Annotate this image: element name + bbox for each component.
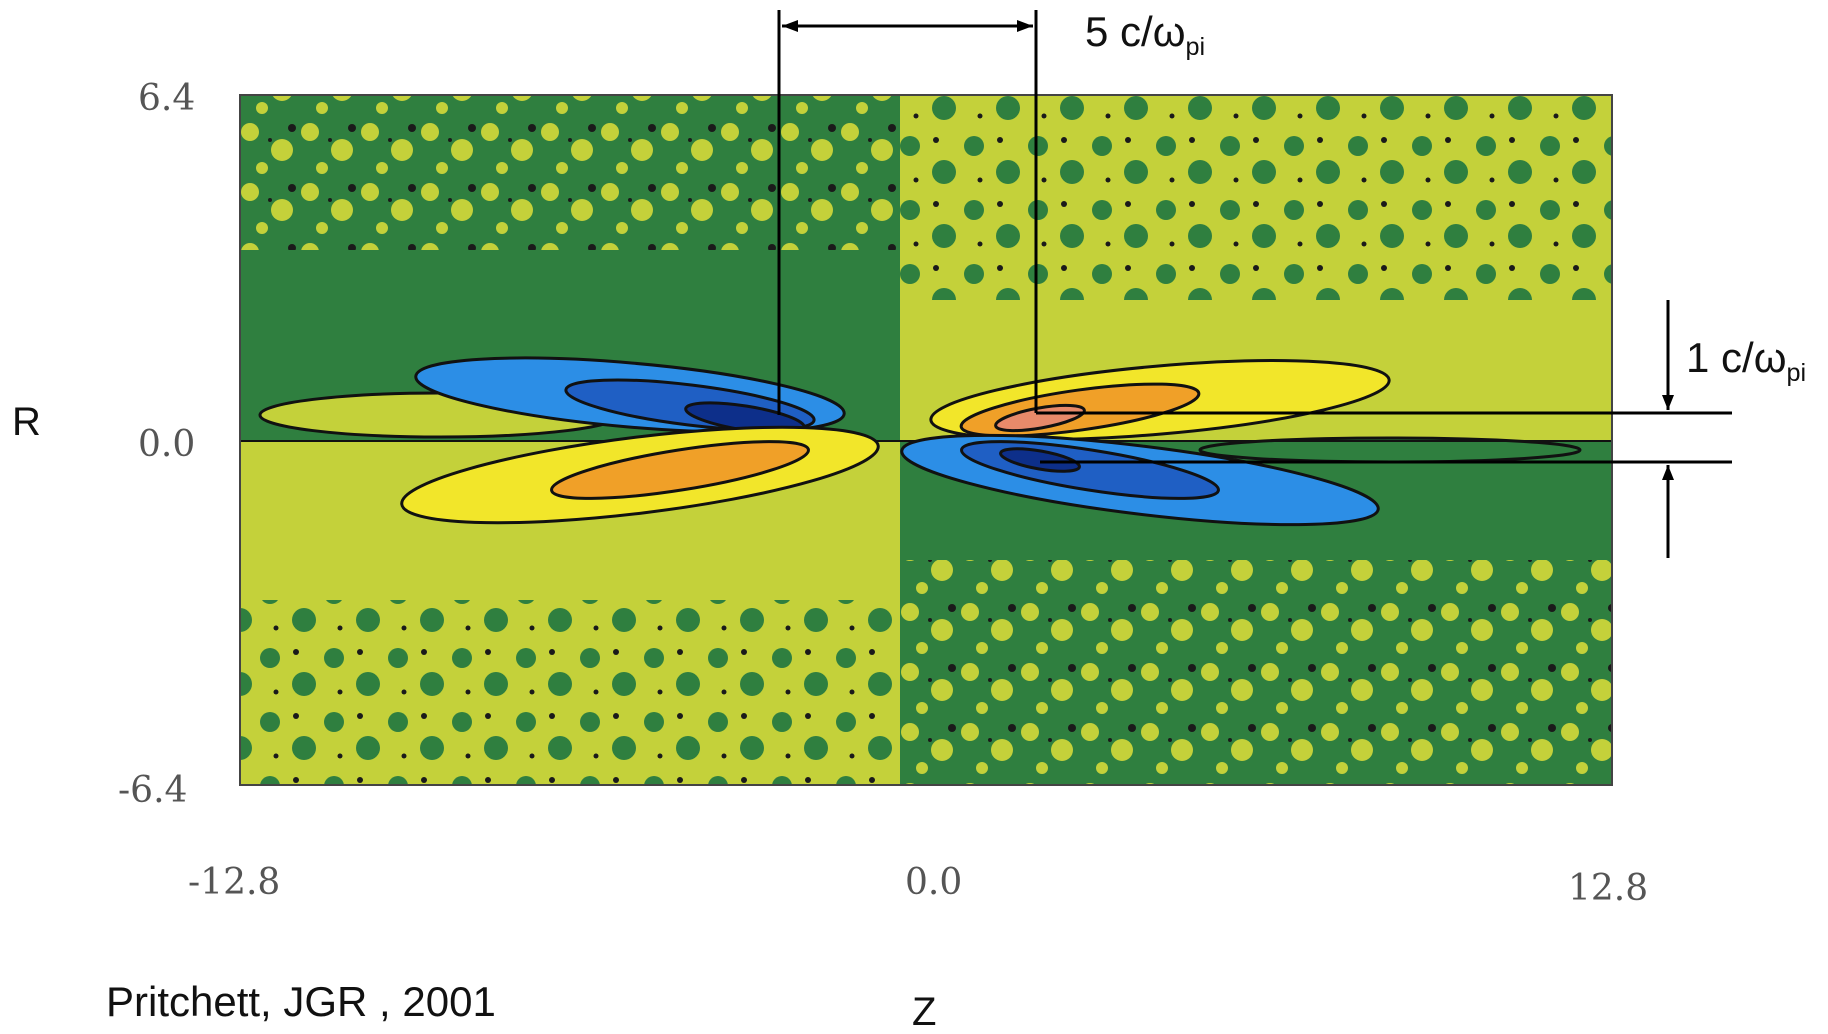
annotation-1-sub: pi (1786, 358, 1807, 387)
lobe-lr-level-3 (999, 447, 1081, 473)
y-tick-middle: 0.0 (138, 424, 196, 465)
annotation-5-sub: pi (1185, 32, 1206, 61)
lobe-lower-left-positive (400, 425, 880, 525)
dim5-arrowhead-right (1017, 20, 1033, 32)
lobe-upper-right-positive (929, 359, 1391, 441)
y-tick-bottom: -6.4 (118, 770, 188, 811)
lobe-lower-right-negative (900, 433, 1380, 527)
dim5-arrowhead-left (782, 20, 798, 32)
annotation-1-cwpi: 1 c/ωpi (1686, 334, 1806, 388)
dimension-5-cwpi (777, 10, 1038, 415)
x-tick-middle: 0.0 (905, 862, 963, 903)
annotation-5-text: 5 c/ω (1085, 8, 1186, 55)
annotation-5-cwpi: 5 c/ωpi (1085, 8, 1205, 62)
x-tick-right: 12.8 (1568, 868, 1649, 909)
panel-border (239, 94, 1613, 786)
lobe-ll-level-2 (550, 440, 810, 500)
citation-text: Pritchett, JGR , 2001 (106, 978, 496, 1025)
dimension-1-cwpi (1036, 300, 1732, 558)
x-tick-left: -12.8 (188, 862, 281, 903)
annotation-1-text: 1 c/ω (1686, 334, 1787, 381)
contour-panel (240, 95, 1612, 785)
x-axis-label: Z (912, 990, 937, 1034)
y-tick-top: 6.4 (138, 78, 196, 119)
y-axis-label: R (12, 400, 41, 444)
dim1-arrowhead-upper (1662, 395, 1674, 410)
dim1-arrowhead-lower (1662, 465, 1674, 480)
